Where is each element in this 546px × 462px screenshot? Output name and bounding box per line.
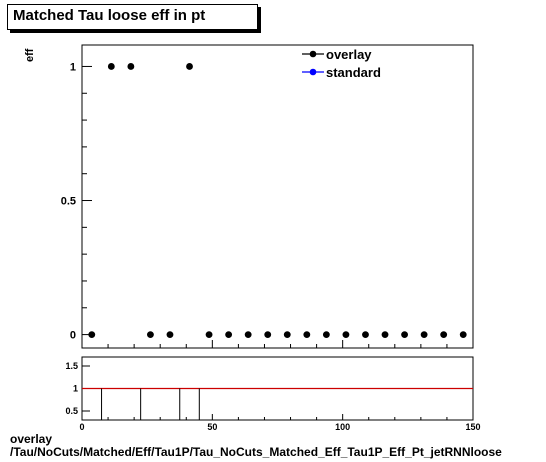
ratio-x-tick-label: 100 xyxy=(335,422,350,432)
overlay-point xyxy=(459,331,467,338)
overlay-point xyxy=(401,331,408,338)
overlay-point xyxy=(264,331,272,338)
footer-path: /Tau/NoCuts/Matched/Eff/Tau1P/Tau_NoCuts… xyxy=(10,445,502,459)
overlay-point xyxy=(166,331,174,338)
legend-overlay-marker xyxy=(309,50,317,58)
ratio-x-tick-label: 0 xyxy=(79,422,84,432)
legend-standard-label: standard xyxy=(326,65,381,80)
legend-overlay-label: overlay xyxy=(326,47,372,62)
ratio-y-tick-label: 1 xyxy=(73,384,78,394)
main-plot-frame xyxy=(81,44,474,349)
y-tick-label: 0.5 xyxy=(61,196,76,208)
y-tick-label: 1 xyxy=(70,61,76,73)
overlay-points xyxy=(88,63,467,338)
y-tick-label: 0 xyxy=(70,330,76,342)
overlay-point xyxy=(225,331,233,338)
overlay-point xyxy=(303,331,311,338)
ratio-x-tick-label: 150 xyxy=(465,422,480,432)
overlay-point xyxy=(107,63,115,70)
overlay-point xyxy=(205,331,213,338)
overlay-point xyxy=(342,331,350,338)
main-y-ticks: 00.51 xyxy=(61,61,474,348)
overlay-point xyxy=(88,331,96,338)
chart-title: Matched Tau loose eff in pt xyxy=(13,7,206,24)
ratio-content xyxy=(82,387,473,420)
ratio-x-tick-label: 50 xyxy=(207,422,217,432)
ratio-x-ticks: 0 50 100 150 xyxy=(79,414,481,432)
overlay-point xyxy=(362,331,369,338)
overlay-point xyxy=(244,331,252,338)
overlay-point xyxy=(322,331,330,338)
overlay-point xyxy=(147,331,154,338)
overlay-point xyxy=(186,63,193,70)
ratio-y-tick-label: 1.5 xyxy=(65,361,78,371)
overlay-point xyxy=(440,331,448,338)
legend: overlay standard xyxy=(302,47,381,80)
chart-title-box xyxy=(7,4,258,30)
overlay-point xyxy=(283,331,291,338)
footer-label: overlay xyxy=(10,432,53,446)
overlay-point xyxy=(127,63,135,70)
overlay-point xyxy=(420,331,428,338)
ratio-y-tick-label: 0.5 xyxy=(65,406,78,416)
legend-standard-marker xyxy=(309,68,317,76)
overlay-point xyxy=(381,331,389,338)
